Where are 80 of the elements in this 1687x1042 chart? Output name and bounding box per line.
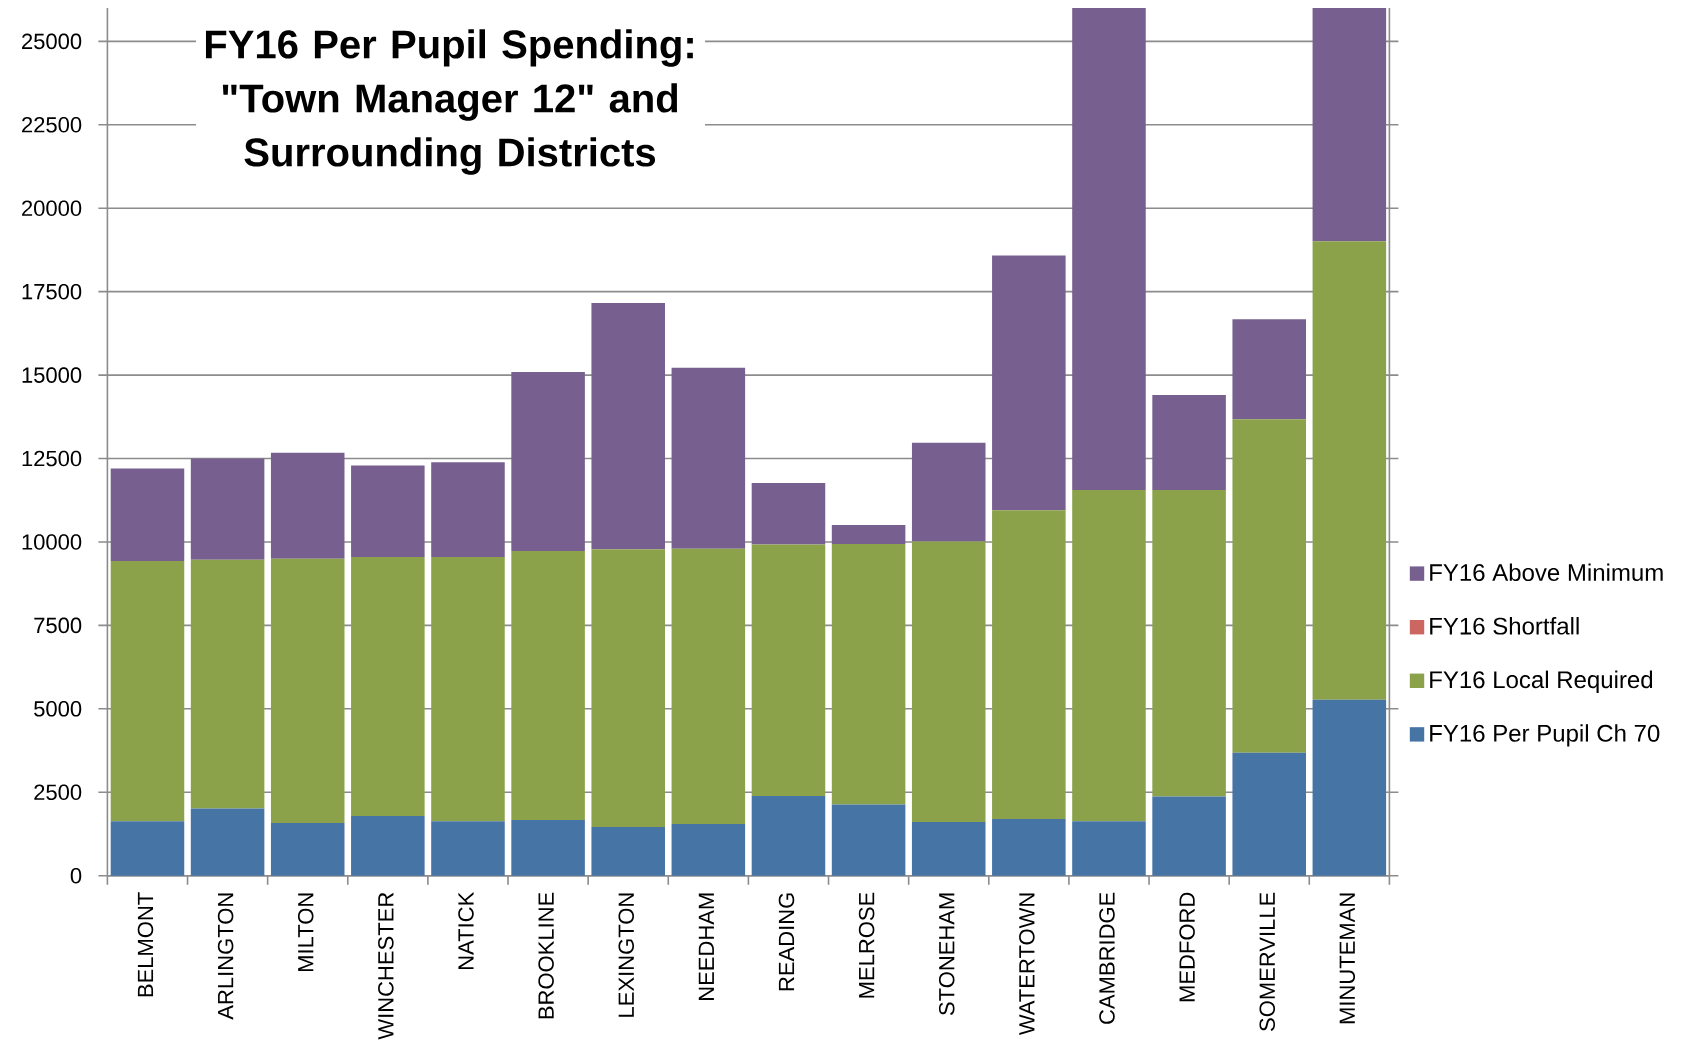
legend-label: FY16 Above Minimum	[1430, 563, 1663, 582]
bar	[1312, 241, 1387, 700]
y-tick-label: 12500	[22, 450, 82, 467]
y-tick-label: 0	[70, 867, 82, 884]
bar	[511, 550, 585, 820]
x-tick-label: MEDFORD	[1179, 892, 1195, 1002]
bar	[270, 452, 345, 559]
legend-label: FY16 Local Required	[1430, 670, 1653, 693]
y-tick-label: 17500	[22, 283, 82, 300]
bar	[751, 795, 826, 876]
bar	[671, 367, 746, 549]
x-tick-label: MINUTEMAN	[1339, 893, 1356, 1024]
bar	[190, 559, 265, 809]
y-tick-label: 10000	[22, 534, 82, 550]
bar	[1232, 319, 1306, 420]
bar	[591, 549, 665, 827]
bar	[671, 823, 746, 876]
bar	[431, 821, 505, 876]
bar	[591, 826, 665, 876]
bar	[1072, 7, 1146, 490]
bar	[751, 544, 826, 796]
x-tick-label: ARLINGTON	[217, 893, 234, 1020]
bar	[110, 821, 185, 876]
bar	[1312, 699, 1387, 876]
bar	[992, 818, 1066, 876]
x-tick-label: MILTON	[297, 893, 314, 972]
x-tick-label: READING	[778, 893, 795, 991]
bar	[1152, 489, 1226, 797]
bar	[911, 442, 986, 542]
y-tick-label: 5000	[34, 701, 82, 717]
bar	[351, 465, 425, 557]
bar	[831, 524, 906, 544]
x-tick-label: BELMONT	[137, 892, 154, 997]
x-tick-label: CAMBRIDGE	[1099, 892, 1115, 1024]
bar	[511, 372, 585, 551]
bar	[190, 458, 265, 560]
bar	[431, 462, 505, 557]
bar	[351, 815, 425, 876]
y-tick-label: 22500	[22, 117, 82, 133]
legend-label: FY16 Shortfall	[1430, 617, 1579, 635]
bar	[110, 468, 185, 561]
bar	[270, 822, 345, 876]
bar	[1072, 489, 1146, 822]
bar	[992, 255, 1066, 511]
bar	[1152, 395, 1226, 490]
x-tick-label: MELROSE	[858, 892, 875, 998]
bar	[992, 510, 1066, 819]
bar	[511, 819, 585, 876]
x-tick-label: LEXINGTON	[618, 893, 635, 1017]
x-tick-label: NEEDHAM	[698, 893, 714, 1000]
bar	[911, 541, 986, 822]
y-tick-label: 20000	[22, 200, 82, 217]
x-tick-label: WINCHESTER	[378, 892, 394, 1040]
bar	[110, 560, 185, 822]
bar	[1312, 7, 1387, 242]
y-tick-label: 7500	[34, 617, 82, 634]
text: FY16 Per Pupil Spending: "Town Manager 12" and Surrounding Districts	[205, 29, 693, 175]
bar	[1152, 796, 1226, 876]
bar	[1232, 752, 1306, 876]
bar	[431, 556, 505, 822]
legend-label: FY16 Per Pupil Ch 70	[1430, 724, 1660, 747]
bar	[270, 558, 345, 823]
y-tick-label: 25000	[22, 33, 82, 50]
bar	[751, 482, 826, 545]
y-tick-label: 2500	[34, 784, 82, 801]
x-tick-label: STONEHAM	[938, 893, 955, 1016]
x-tick-label: WATERTOWN	[1019, 893, 1035, 1036]
x-tick-label: NATICK	[458, 891, 474, 969]
bar	[591, 303, 665, 550]
y-tick-label: 15000	[22, 367, 82, 383]
bar	[1072, 821, 1146, 876]
bar	[1232, 419, 1306, 753]
bar	[671, 548, 746, 824]
bar	[351, 556, 425, 816]
bar	[831, 543, 906, 805]
bar	[831, 804, 906, 876]
x-tick-label: SOMERVILLE	[1259, 892, 1276, 1031]
bar	[190, 808, 265, 876]
bar	[911, 821, 986, 876]
x-tick-label: BROOKLINE	[538, 892, 554, 1019]
